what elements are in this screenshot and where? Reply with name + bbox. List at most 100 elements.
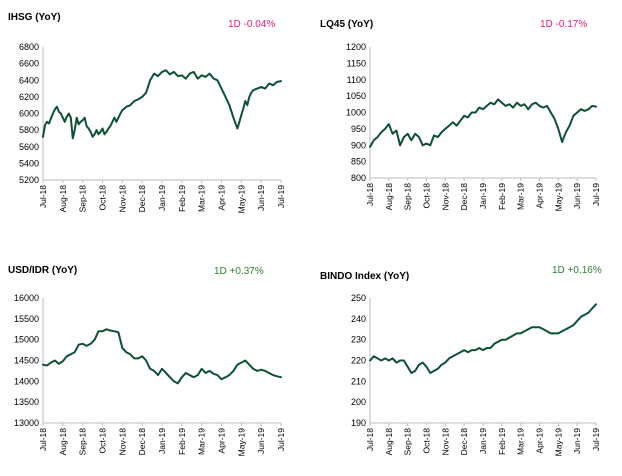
y-tick-label: 6800 — [19, 42, 39, 52]
y-tick-label: 15500 — [14, 314, 39, 324]
x-axis-ticks: Jul-18 Aug-18 Sep-18 Oct-18 Nov-18 Dec-18 Jan-… — [365, 178, 601, 211]
x-tick-label: Sep-18 — [78, 428, 88, 456]
x-tick-label: May-19 — [553, 183, 563, 212]
x-tick-label: Apr-19 — [217, 185, 227, 211]
chart-title: BINDO Index (YoY) — [320, 271, 409, 282]
x-tick-label: Aug-18 — [384, 428, 394, 456]
x-tick-label: Oct-18 — [422, 183, 432, 209]
x-tick-label: Nov-18 — [440, 428, 450, 456]
x-tick-label: Nov-18 — [117, 185, 127, 213]
y-tick-label: 950 — [351, 124, 366, 134]
x-tick-label: Dec-18 — [459, 428, 469, 456]
x-axis-ticks: Jul-18 Aug-18 Sep-18 Oct-18 Nov-18 Dec-18 Jan-… — [365, 423, 601, 456]
x-tick-label: Jul-19 — [276, 185, 286, 208]
x-tick-label: Nov-18 — [440, 183, 450, 211]
daily-change-label: 1D -0.04% — [228, 19, 275, 30]
y-tick-label: 13500 — [14, 397, 39, 407]
x-tick-label: Sep-18 — [78, 185, 88, 213]
y-axis-ticks: 16000 15500 15000 14500 14000 13500 13000 — [14, 293, 39, 428]
series-line-ihsg — [42, 69, 282, 140]
x-tick-label: Feb-19 — [177, 428, 187, 455]
x-tick-label: Oct-18 — [98, 428, 108, 454]
y-tick-label: 1050 — [346, 91, 366, 101]
x-tick-label: Sep-18 — [403, 428, 413, 456]
x-tick-label: Feb-19 — [497, 183, 507, 210]
y-tick-label: 1100 — [347, 75, 366, 85]
x-tick-label: May-19 — [236, 185, 246, 214]
y-axis-ticks: 6800 6600 6400 6200 6000 5800 5600 5400 5200 — [19, 42, 39, 185]
y-tick-label: 210 — [351, 376, 366, 386]
y-tick-label: 6600 — [19, 59, 39, 69]
y-tick-label: 220 — [351, 356, 366, 366]
y-tick-label: 1150 — [347, 58, 366, 68]
daily-change-label: 1D -0.17% — [540, 19, 587, 30]
x-tick-label: Jun-19 — [572, 428, 582, 454]
y-axis-ticks: 1200 1150 1100 1050 1000 950 900 850 800 — [346, 42, 366, 183]
x-tick-label: Jul-19 — [591, 183, 601, 206]
x-tick-label: Jan-19 — [157, 428, 167, 454]
x-tick-label: Jan-19 — [478, 428, 488, 454]
daily-change-label: 1D +0.16% — [552, 265, 602, 276]
x-tick-label: Mar-19 — [197, 428, 207, 455]
x-tick-label: Aug-18 — [58, 185, 68, 213]
x-axis-ticks: Jul-18 Aug-18 Sep-18 Oct-18 Nov-18 Dec-18 Jan-… — [38, 180, 286, 213]
y-tick-label: 1200 — [346, 42, 366, 52]
y-tick-label: 1000 — [346, 108, 366, 118]
y-tick-label: 240 — [351, 314, 366, 324]
x-tick-label: Oct-18 — [422, 428, 432, 454]
x-tick-label: Apr-19 — [535, 183, 545, 209]
chart-panel-lq45: LQ45 (YoY) 1D -0.17% 1200 1150 1100 1050 100… — [320, 19, 601, 211]
y-tick-label: 6000 — [19, 109, 39, 119]
y-tick-label: 5800 — [19, 125, 39, 135]
chart-title: LQ45 (YoY) — [320, 19, 373, 30]
y-tick-label: 5400 — [19, 158, 39, 168]
x-tick-label: Aug-18 — [384, 183, 394, 211]
y-tick-label: 5200 — [19, 175, 39, 185]
x-tick-label: Aug-18 — [58, 428, 68, 456]
x-tick-label: Jul-18 — [365, 428, 375, 451]
y-tick-label: 14500 — [14, 356, 39, 366]
x-tick-label: Jun-19 — [256, 428, 266, 454]
series-line-bindo — [369, 303, 597, 374]
daily-change-label: 1D +0.37% — [214, 266, 264, 277]
x-tick-label: Dec-18 — [137, 428, 147, 456]
x-tick-label: Apr-19 — [535, 428, 545, 454]
x-axis-ticks: Jul-18 Aug-18 Sep-18 Oct-18 Nov-18 Dec-18 Jan-… — [38, 423, 286, 456]
y-tick-label: 5600 — [19, 142, 39, 152]
chart-title: IHSG (YoY) — [8, 12, 61, 23]
x-tick-label: Mar-19 — [516, 183, 526, 210]
x-tick-label: Mar-19 — [516, 428, 526, 455]
x-tick-label: Dec-18 — [459, 183, 469, 211]
series-line-lq45 — [369, 98, 597, 148]
x-tick-label: May-19 — [236, 428, 246, 457]
x-tick-label: Feb-19 — [177, 185, 187, 212]
x-tick-label: Jul-18 — [38, 428, 48, 451]
y-tick-label: 900 — [351, 140, 366, 150]
series-line-usd-idr — [42, 328, 282, 385]
y-tick-label: 6200 — [19, 92, 39, 102]
x-tick-label: Jul-19 — [591, 428, 601, 451]
x-tick-label: Jan-19 — [157, 185, 167, 211]
x-tick-label: Jul-19 — [276, 428, 286, 451]
x-tick-label: Dec-18 — [137, 185, 147, 213]
y-tick-label: 15000 — [14, 335, 39, 345]
x-tick-label: Jan-19 — [478, 183, 488, 209]
x-tick-label: Mar-19 — [197, 185, 207, 212]
x-tick-label: Jun-19 — [256, 185, 266, 211]
chart-panel-usd-idr: USD/IDR (YoY) 1D +0.37% 1600015500150001… — [8, 265, 286, 456]
x-tick-label: Feb-19 — [497, 428, 507, 455]
y-tick-label: 250 — [351, 293, 366, 303]
y-tick-label: 13000 — [14, 418, 39, 428]
x-tick-label: Jul-18 — [38, 185, 48, 208]
x-tick-label: Jul-18 — [365, 183, 375, 206]
y-tick-label: 800 — [351, 173, 366, 183]
x-tick-label: Sep-18 — [403, 183, 413, 211]
y-tick-label: 190 — [351, 418, 366, 428]
y-axis-ticks: 250 240 230 220 210 200 190 — [351, 293, 366, 428]
y-tick-label: 14000 — [14, 376, 39, 386]
x-tick-label: Jun-19 — [572, 183, 582, 209]
chart-panel-ihsg: IHSG (YoY) 1D -0.04% 6800 6600 6400 6200 600… — [8, 12, 286, 213]
y-tick-label: 850 — [351, 157, 366, 167]
y-tick-label: 230 — [351, 335, 366, 345]
